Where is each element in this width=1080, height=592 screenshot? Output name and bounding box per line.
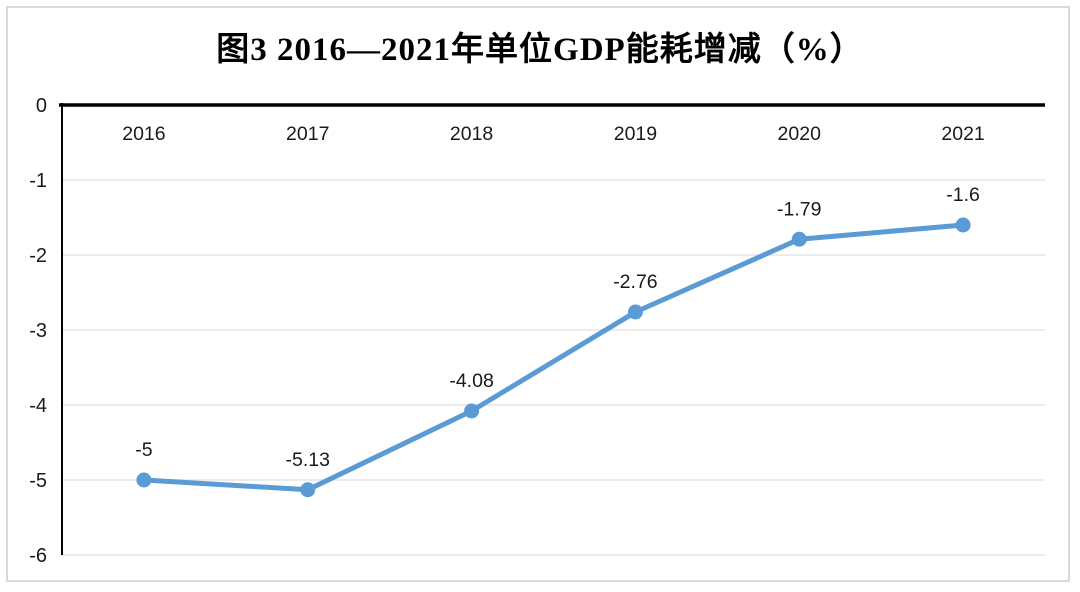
x-tick-label: 2021 bbox=[941, 123, 984, 145]
y-tick-label: 0 bbox=[36, 95, 47, 117]
y-tick-label: -2 bbox=[29, 245, 47, 267]
y-tick-label: -1 bbox=[29, 170, 47, 192]
data-point-label: -5 bbox=[135, 439, 152, 461]
x-tick-label: 2018 bbox=[450, 123, 493, 145]
data-point-label: -4.08 bbox=[449, 370, 493, 392]
data-point-marker bbox=[627, 304, 643, 320]
data-point-label: -1.79 bbox=[777, 198, 821, 220]
y-tick-label: -4 bbox=[29, 395, 47, 417]
series-line bbox=[141, 222, 966, 493]
chart-title: 图3 2016—2021年单位GDP能耗增减（%） bbox=[216, 32, 864, 68]
data-point-marker bbox=[300, 482, 316, 498]
x-tick-label: 2019 bbox=[614, 123, 657, 145]
x-tick-label: 2020 bbox=[778, 123, 822, 145]
data-point-label: -2.76 bbox=[613, 271, 657, 293]
data-point-label: -5.13 bbox=[286, 449, 330, 471]
y-tick-label: -6 bbox=[29, 545, 47, 567]
data-point-marker bbox=[464, 403, 480, 419]
data-point-label: -1.6 bbox=[946, 184, 980, 206]
y-tick-label: -5 bbox=[29, 470, 47, 492]
data-point-marker bbox=[791, 231, 807, 247]
data-point-marker bbox=[955, 217, 971, 233]
x-tick-label: 2017 bbox=[286, 123, 329, 145]
x-tick-label: 2016 bbox=[122, 123, 165, 145]
data-point-marker bbox=[136, 472, 152, 488]
y-tick-label: -3 bbox=[29, 320, 47, 342]
